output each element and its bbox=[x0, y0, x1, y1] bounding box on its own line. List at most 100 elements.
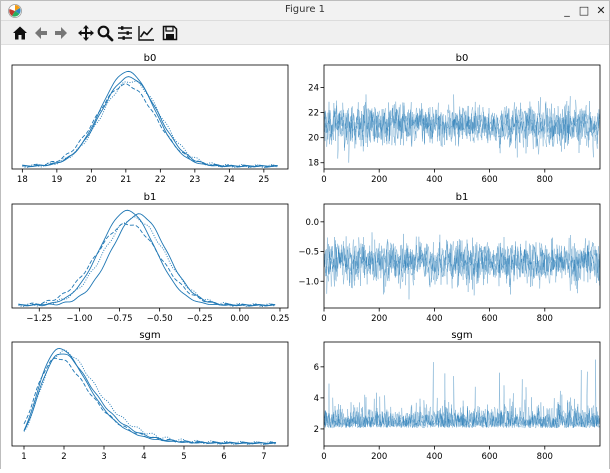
y-tick-label: 20 bbox=[308, 134, 319, 144]
x-tick-label: 6 bbox=[221, 452, 226, 462]
subplots-button[interactable] bbox=[116, 24, 134, 42]
y-tick-label: 0.0 bbox=[305, 218, 319, 228]
plot-area bbox=[22, 70, 278, 169]
subplot-title: b0 bbox=[144, 53, 157, 64]
back-icon bbox=[35, 27, 47, 39]
axes-frame bbox=[11, 203, 289, 309]
x-tick-label: 600 bbox=[481, 175, 497, 185]
x-tick-label: 0 bbox=[321, 175, 326, 185]
density-line-chain-4 bbox=[22, 80, 278, 169]
figure-canvas[interactable]: b0 18 19 20 21 22 23 24 25 b0 0 200 400 600 800 18 20 22 2… bbox=[1, 46, 609, 469]
subplot-b0-trace: b0 0 200 400 600 800 18 20 22 24 bbox=[308, 53, 601, 185]
y-tick-label: −1.0 bbox=[298, 277, 319, 287]
x-tick-label: −0.50 bbox=[147, 314, 173, 324]
subplot-title: sgm bbox=[139, 330, 160, 341]
zoom-button[interactable] bbox=[96, 24, 114, 42]
density-line-chain-4 bbox=[18, 216, 276, 308]
x-tick-label: 25 bbox=[258, 175, 269, 185]
x-tick-label: 19 bbox=[51, 175, 62, 185]
x-tick-label: 18 bbox=[17, 175, 28, 185]
x-tick-label: 0 bbox=[321, 314, 326, 324]
density-line-chain-4 bbox=[23, 349, 277, 445]
density-line-chain-2 bbox=[18, 213, 276, 307]
x-tick-label: 200 bbox=[371, 452, 387, 462]
x-tick-label: 600 bbox=[481, 314, 497, 324]
x-tick-label: 200 bbox=[371, 175, 387, 185]
minimize-button[interactable]: _ bbox=[564, 4, 570, 17]
x-tick-label: 400 bbox=[426, 175, 442, 185]
density-line-chain-2 bbox=[22, 76, 278, 168]
y-tick-label: 4 bbox=[314, 394, 319, 404]
title-bar: Figure 1 _ □ ✕ bbox=[1, 1, 609, 21]
x-tick-label: 600 bbox=[481, 452, 497, 462]
x-tick-label: 20 bbox=[86, 175, 97, 185]
trace-line-chain-4 bbox=[324, 234, 600, 295]
save-icon bbox=[162, 25, 178, 41]
axes-frame bbox=[11, 64, 289, 170]
x-tick-label: 800 bbox=[537, 175, 553, 185]
maximize-button[interactable]: □ bbox=[578, 4, 590, 17]
y-tick-label: 18 bbox=[308, 159, 319, 169]
x-tick-label: 23 bbox=[189, 175, 200, 185]
matplotlib-logo-icon bbox=[7, 3, 23, 19]
subplot-b1-trace: b1 0 200 400 600 800 −1.0 −0.5 0.0 bbox=[298, 192, 601, 324]
axes-frame bbox=[323, 64, 601, 170]
axes-frame bbox=[323, 341, 601, 447]
plot-area bbox=[23, 348, 277, 445]
subplot-title: b1 bbox=[456, 192, 469, 203]
home-icon bbox=[13, 26, 27, 40]
x-tick-label: 22 bbox=[155, 175, 166, 185]
x-tick-label: 1 bbox=[21, 452, 26, 462]
y-tick-label: 2 bbox=[314, 425, 319, 435]
x-tick-label: 200 bbox=[371, 314, 387, 324]
x-tick-label: 7 bbox=[261, 452, 266, 462]
forward-button[interactable] bbox=[52, 24, 70, 42]
y-tick-label: 6 bbox=[314, 363, 319, 373]
x-tick-label: 3 bbox=[101, 452, 106, 462]
home-button[interactable] bbox=[11, 24, 29, 42]
trace-line-chain-4 bbox=[324, 99, 600, 154]
save-button[interactable] bbox=[161, 24, 179, 42]
x-tick-label: −0.75 bbox=[106, 314, 132, 324]
y-tick-label: 24 bbox=[308, 84, 319, 94]
y-tick-label: −0.5 bbox=[298, 248, 319, 258]
density-line-chain-3 bbox=[18, 223, 276, 307]
x-tick-label: 4 bbox=[141, 452, 146, 462]
x-tick-label: 21 bbox=[120, 175, 131, 185]
axes-frame bbox=[11, 341, 289, 447]
density-line-chain-1 bbox=[22, 70, 278, 167]
x-tick-label: 24 bbox=[224, 175, 235, 185]
x-tick-label: 0.25 bbox=[271, 314, 290, 324]
forward-icon bbox=[55, 27, 67, 39]
x-tick-label: 400 bbox=[426, 314, 442, 324]
plot-area bbox=[324, 94, 600, 163]
density-line-chain-2 bbox=[23, 353, 277, 445]
window-title: Figure 1 bbox=[284, 4, 326, 15]
plot-area bbox=[324, 232, 600, 300]
subplot-sgm-density: sgm 1 2 3 4 5 6 7 bbox=[11, 330, 289, 462]
subplot-b0-density: b0 18 19 20 21 22 23 24 25 bbox=[11, 53, 289, 185]
close-button[interactable]: ✕ bbox=[596, 4, 606, 17]
axes-frame bbox=[323, 203, 601, 309]
x-tick-label: 800 bbox=[537, 314, 553, 324]
back-button[interactable] bbox=[32, 24, 50, 42]
pan-button[interactable] bbox=[77, 24, 95, 42]
x-tick-label: −0.25 bbox=[187, 314, 213, 324]
subplot-b1-density: b1 −1.25 −1.00 −0.75 −0.50 −0.25 0.00 0.25 bbox=[11, 192, 290, 324]
subplots-icon bbox=[118, 26, 132, 40]
y-tick-label: 22 bbox=[308, 109, 319, 119]
subplot-title: sgm bbox=[451, 330, 472, 341]
customize-button[interactable] bbox=[137, 24, 155, 42]
navigation-toolbar bbox=[1, 21, 609, 45]
subplot-sgm-trace: sgm 0 200 400 600 800 2 4 6 bbox=[314, 330, 601, 462]
x-tick-label: 0.00 bbox=[230, 314, 249, 324]
x-tick-label: 2 bbox=[61, 452, 66, 462]
plot-area bbox=[18, 209, 276, 308]
x-tick-label: 0 bbox=[321, 452, 326, 462]
x-tick-label: 400 bbox=[426, 452, 442, 462]
x-tick-label: 800 bbox=[537, 452, 553, 462]
density-line-chain-3 bbox=[23, 357, 277, 445]
subplot-title: b1 bbox=[144, 192, 157, 203]
